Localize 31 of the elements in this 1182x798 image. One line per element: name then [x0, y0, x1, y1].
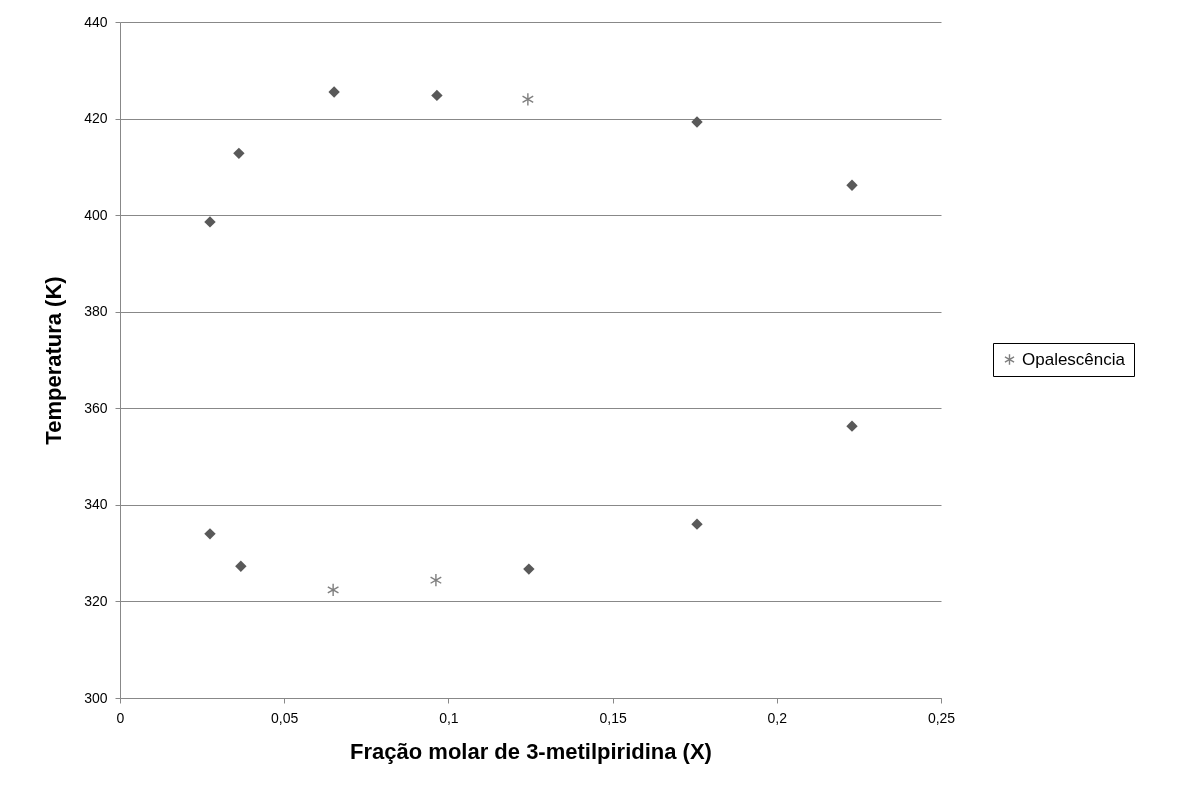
x-tick-label: 0,2 — [767, 709, 788, 726]
y-tick-label: 420 — [84, 110, 108, 127]
y-tick-label: 400 — [84, 206, 108, 223]
point — [691, 518, 703, 530]
point — [235, 560, 247, 572]
x-tick-label: 0,15 — [599, 709, 627, 726]
point — [204, 216, 216, 228]
point — [204, 528, 216, 540]
point — [327, 583, 340, 597]
y-tick-label: 380 — [84, 303, 108, 320]
y-tick-label: 340 — [84, 496, 108, 513]
y-tick-label: 440 — [84, 13, 108, 30]
point — [846, 420, 858, 432]
x-tick-label: 0,05 — [271, 709, 299, 726]
x-axis-title: Fração molar de 3-metilpiridina (X) — [350, 738, 712, 764]
point — [429, 573, 442, 588]
point — [691, 116, 703, 128]
x-tick-label: 0,1 — [439, 709, 459, 726]
point — [846, 179, 858, 191]
x-tick-label: 0 — [116, 709, 125, 726]
y-tick-label: 300 — [84, 689, 108, 706]
point — [521, 92, 534, 107]
x-tick-label: 0,25 — [927, 709, 956, 726]
y-axis-title: Temperatura (K) — [41, 276, 67, 445]
y-tick-label: 320 — [84, 592, 108, 609]
legend-label: Opalescência — [1022, 349, 1126, 369]
point — [328, 86, 340, 98]
y-tick-label: 360 — [84, 399, 108, 416]
point — [431, 89, 443, 102]
point — [233, 147, 245, 160]
point — [523, 563, 535, 575]
